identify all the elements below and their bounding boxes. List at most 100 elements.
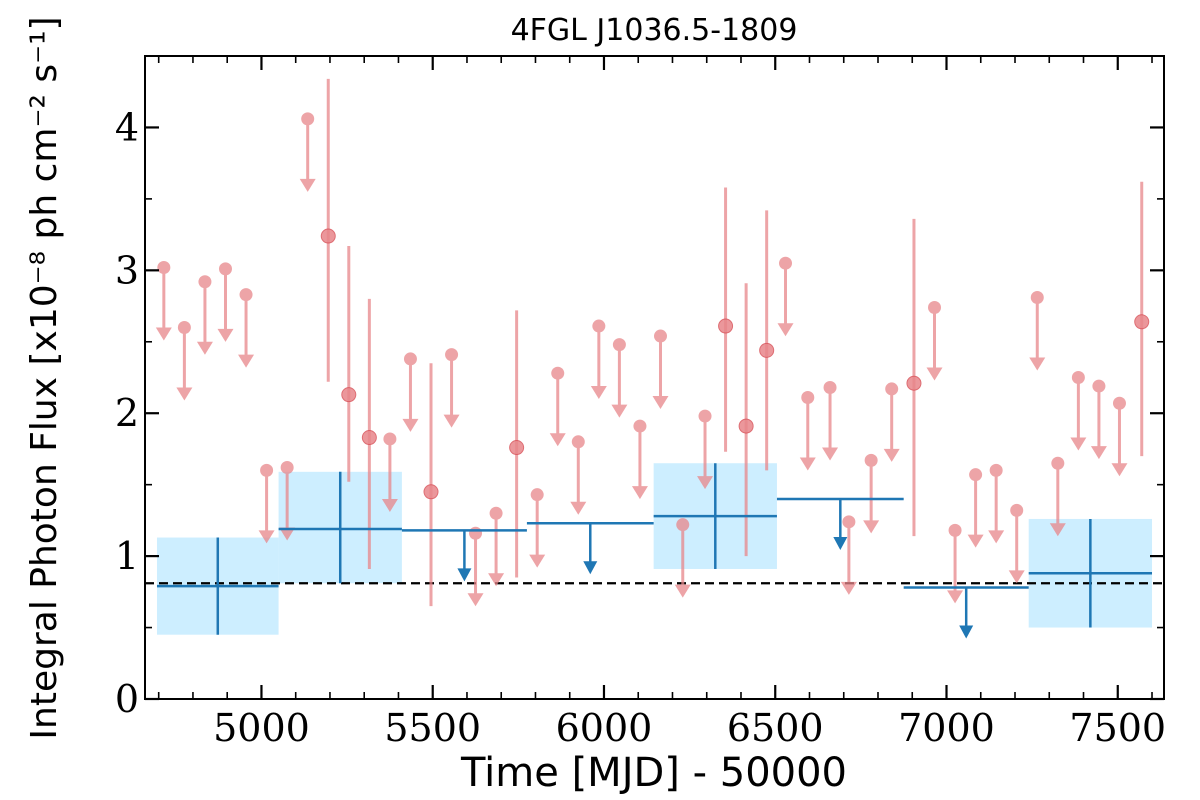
coarse-bin-series — [156, 463, 1153, 639]
fine-upper-limit-arrow — [611, 404, 628, 418]
fine-upper-limit-point — [157, 260, 171, 274]
fine-upper-limit-arrow — [1029, 357, 1046, 371]
fine-detection-point — [320, 228, 336, 244]
fine-detection-point — [738, 418, 754, 434]
coarse-upper-limit — [903, 586, 1029, 639]
fine-upper-limit — [1008, 503, 1025, 584]
fine-detection-point — [759, 342, 775, 358]
fine-upper-limit-arrow — [299, 178, 316, 192]
fine-upper-limit-arrow — [947, 590, 964, 604]
fine-upper-limit-point — [948, 523, 962, 537]
fine-upper-limit — [674, 518, 691, 598]
plot-frame — [144, 55, 1165, 700]
fine-upper-limit-point — [592, 319, 606, 333]
fine-detection — [759, 210, 775, 471]
fine-upper-limit — [799, 391, 816, 471]
fine-upper-limit-arrow — [238, 354, 255, 368]
fine-detection-point — [423, 484, 439, 500]
fine-upper-limit-arrow — [697, 476, 714, 490]
fine-upper-limit-arrow — [883, 448, 900, 462]
coarse-detection — [1028, 518, 1153, 628]
fine-detection — [341, 246, 357, 482]
fine-upper-limit-point — [280, 461, 294, 475]
fine-upper-limit-point — [885, 382, 899, 396]
fine-upper-limit — [196, 275, 213, 355]
fine-upper-limit-arrow — [155, 327, 172, 341]
fine-upper-limit-point — [218, 262, 232, 276]
fine-upper-limit — [488, 506, 505, 587]
fine-upper-limit-point — [469, 526, 483, 540]
fine-upper-limit — [1090, 379, 1107, 460]
fine-upper-limit-point — [530, 488, 544, 502]
fine-upper-limit — [529, 488, 546, 568]
coarse-upper-limit — [401, 529, 527, 582]
fine-detection-point — [906, 375, 922, 391]
x-axis-label: Time [MJD] - 50000 — [460, 750, 847, 796]
fine-upper-limit-point — [1010, 503, 1024, 517]
fine-upper-limit-point — [864, 453, 878, 467]
fine-upper-limit-point — [779, 256, 793, 270]
fine-upper-limit-arrow — [217, 328, 234, 342]
fine-upper-limit-point — [1112, 396, 1126, 410]
fine-bin-series — [155, 78, 1150, 607]
fine-upper-limit-arrow — [1008, 570, 1025, 584]
fine-upper-limit-arrow — [799, 457, 816, 471]
fine-upper-limit-point — [801, 391, 815, 405]
fine-detection — [1134, 181, 1150, 457]
x-tick-label: 7000 — [898, 706, 995, 750]
fine-upper-limit — [299, 112, 316, 192]
fine-upper-limit-point — [489, 506, 503, 520]
fine-upper-limit-arrow — [822, 447, 839, 461]
fine-detection — [906, 218, 922, 537]
fine-upper-limit-point — [301, 112, 315, 126]
x-tick-label: 5500 — [384, 706, 481, 750]
fine-upper-limit-arrow — [279, 527, 296, 541]
axes: 5000 5500 6000 6500 7000 7500 0 1 2 3 4 — [115, 55, 1166, 750]
fine-upper-limit — [549, 366, 566, 447]
fine-upper-limit — [570, 435, 587, 515]
fine-upper-limit-point — [928, 300, 942, 314]
coarse-upper-limit-arrow — [833, 536, 848, 550]
fine-upper-limit-arrow — [1049, 523, 1066, 537]
fine-upper-limit — [652, 329, 669, 410]
fine-upper-limit-arrow — [402, 418, 419, 432]
fine-upper-limit — [883, 382, 900, 462]
fine-detection — [738, 283, 754, 557]
x-tick-label: 5000 — [213, 706, 310, 750]
fine-upper-limit-arrow — [777, 323, 794, 337]
fine-upper-limit — [611, 338, 628, 418]
fine-upper-limit-arrow — [570, 501, 587, 515]
fine-upper-limit — [947, 523, 964, 604]
coarse-detection — [278, 471, 402, 584]
fine-upper-limit — [217, 262, 234, 342]
fine-upper-limit-arrow — [926, 367, 943, 381]
y-axis-label: Integral Photon Flux [x10⁻⁸ ph cm⁻² s⁻¹] — [24, 16, 65, 739]
fine-upper-limit-arrow — [1070, 437, 1087, 451]
fine-upper-limit-point — [989, 463, 1003, 477]
fine-upper-limit — [988, 463, 1005, 544]
x-tick-label: 6000 — [556, 706, 653, 750]
coarse-upper-limit-arrow — [457, 568, 472, 582]
coarse-detection — [653, 463, 777, 569]
chart-title: 4FGL J1036.5-1809 — [511, 13, 798, 48]
fine-upper-limit-arrow — [988, 530, 1005, 544]
fine-detection — [361, 298, 377, 569]
fine-upper-limit — [1049, 456, 1066, 537]
fine-upper-limit — [631, 419, 648, 500]
fine-upper-limit — [238, 288, 255, 368]
fine-upper-limit-point — [383, 432, 397, 446]
fine-upper-limit-point — [823, 381, 837, 395]
coarse-bin-bands — [156, 463, 1153, 635]
fine-upper-limit — [822, 381, 839, 461]
fine-upper-limit-arrow — [1090, 446, 1107, 460]
fine-upper-limit-point — [551, 366, 565, 380]
coarse-upper-limit — [526, 521, 654, 575]
fine-upper-limit-arrow — [258, 530, 275, 544]
fine-upper-limit-arrow — [631, 486, 648, 500]
fine-upper-limit-point — [239, 288, 253, 302]
fine-upper-limit-arrow — [443, 414, 460, 428]
fine-detection — [718, 187, 734, 452]
fine-upper-limit — [176, 320, 193, 401]
fine-detection-point — [718, 318, 734, 334]
fine-detection-point — [341, 387, 357, 403]
